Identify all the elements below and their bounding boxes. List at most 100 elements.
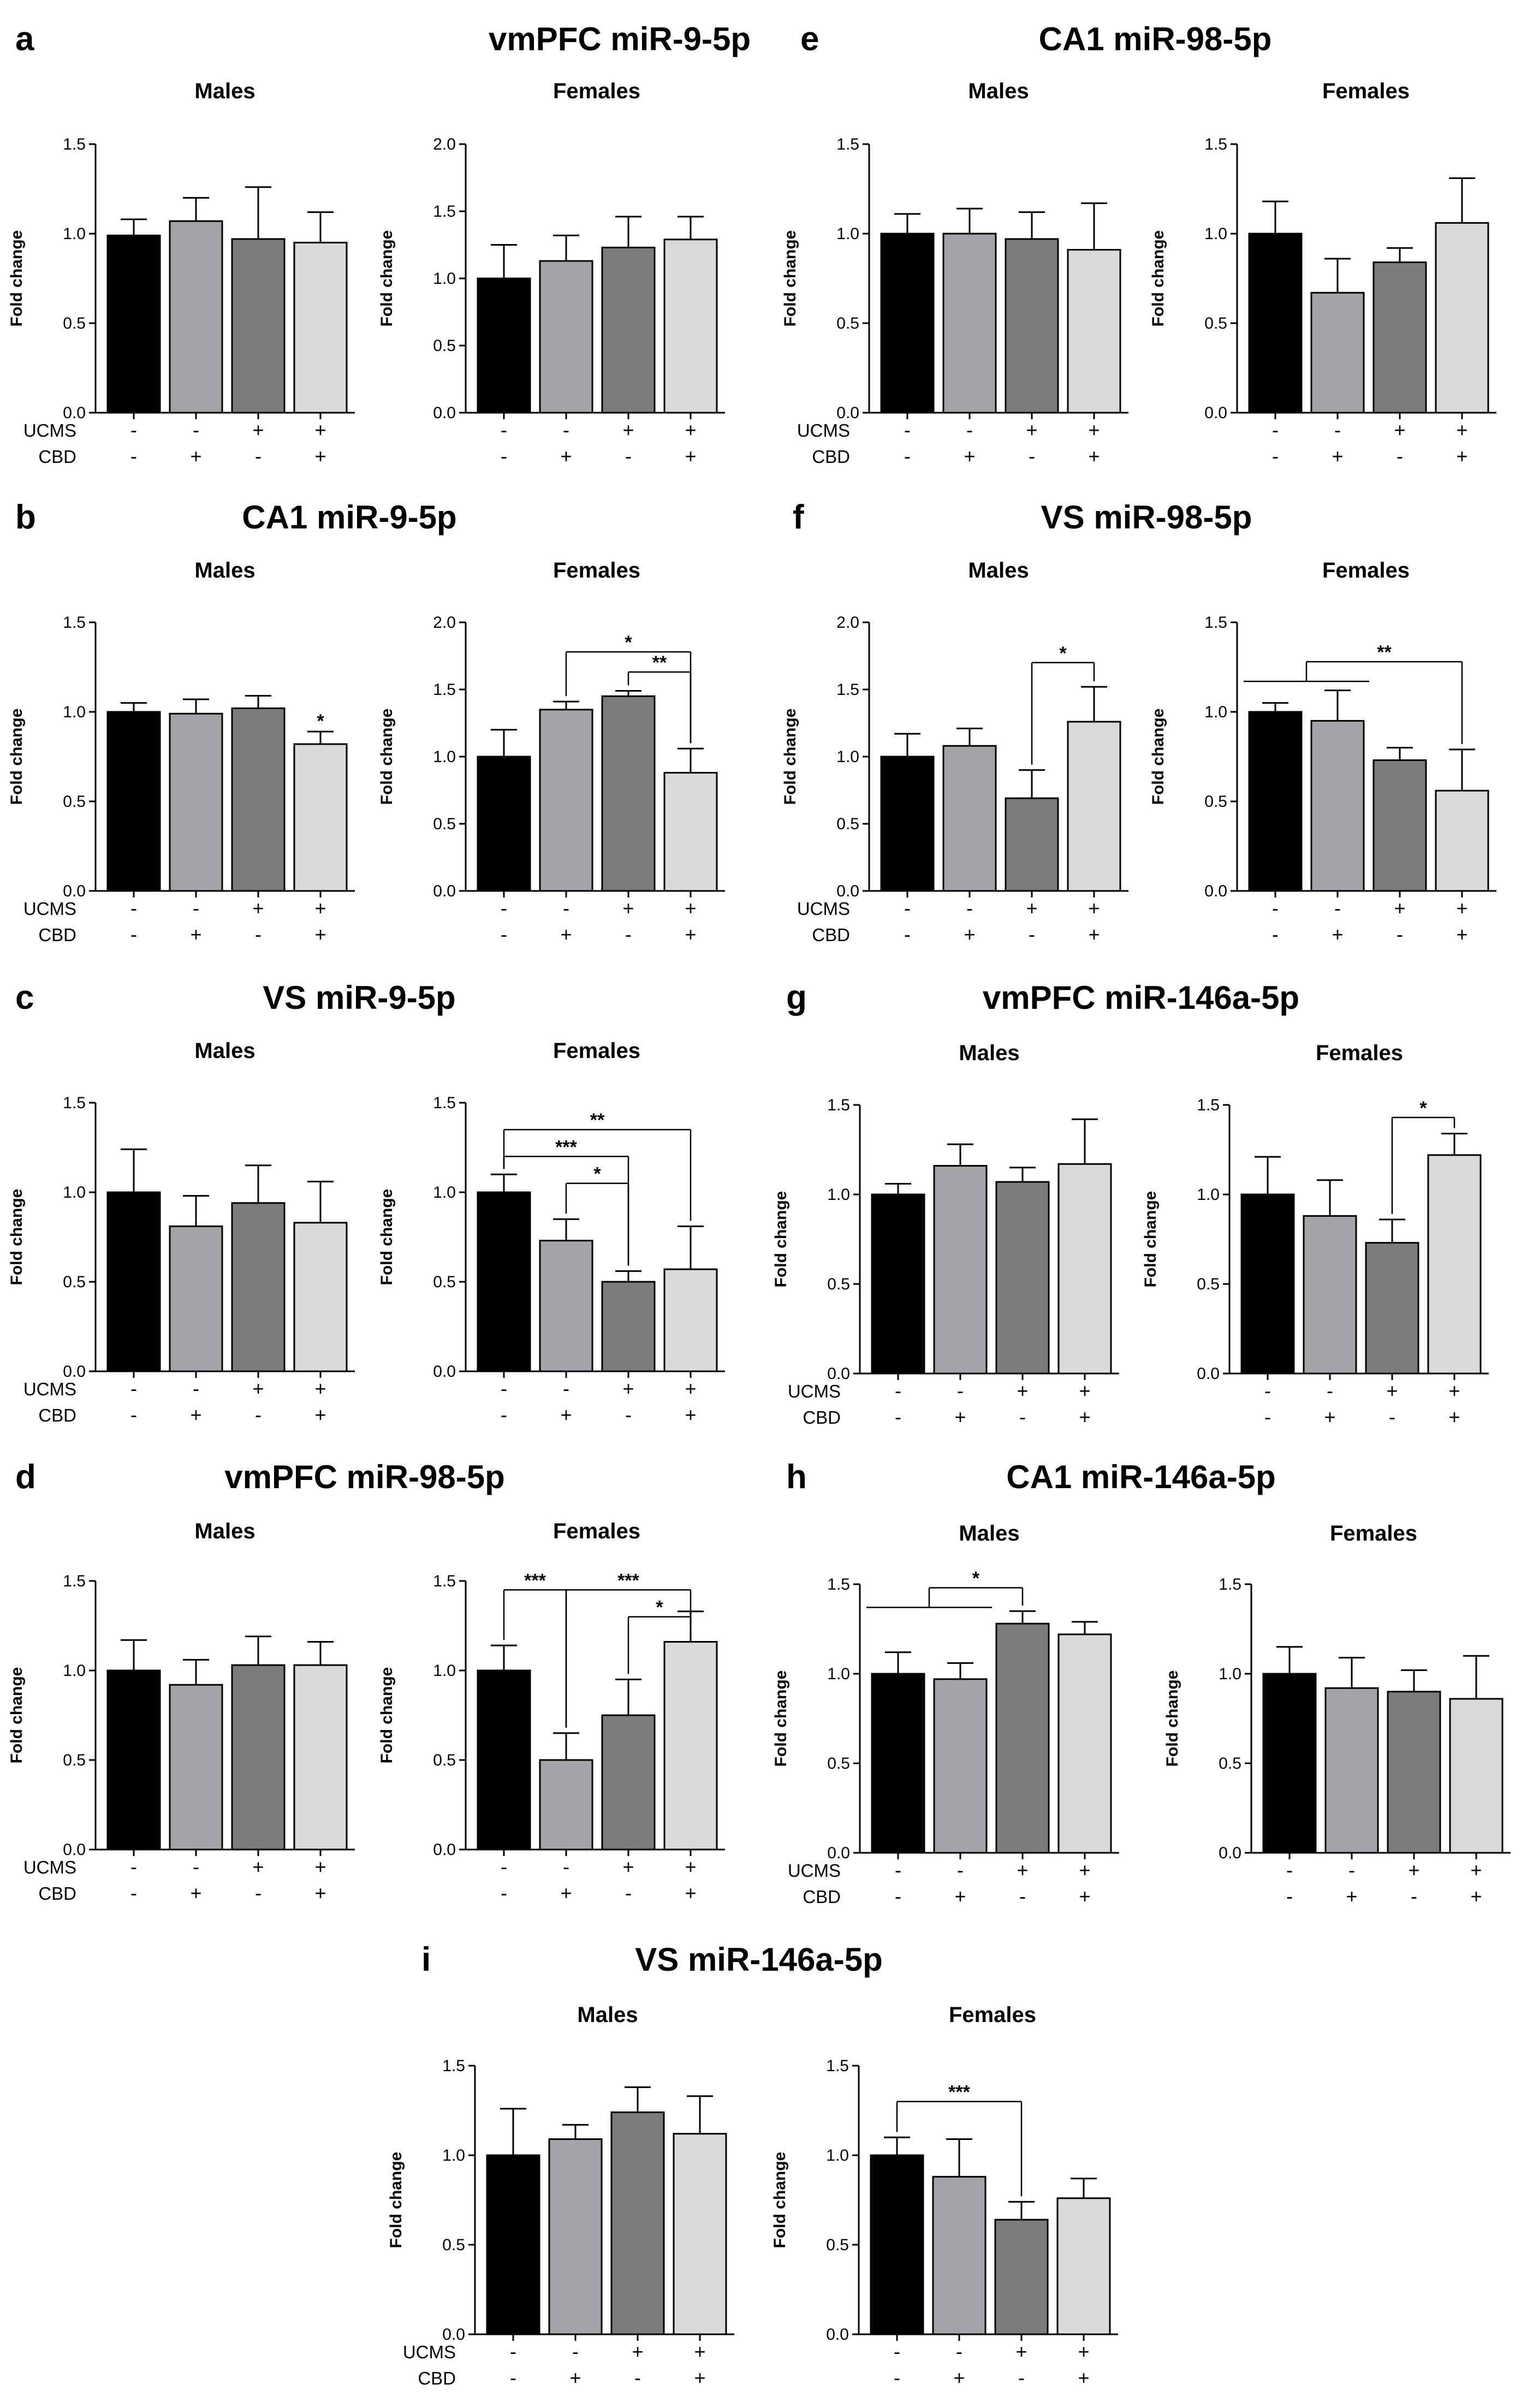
significance-star: *** <box>948 2082 970 2103</box>
chart-panel-c: c VS miR-9-5p Males 0.0 0.5 1.0 1.5 Fold change… <box>8 979 725 1426</box>
cbd-sign: - <box>255 923 262 946</box>
y-axis-label: Fold change <box>378 709 396 805</box>
row-label-cbd: CBD <box>38 447 76 467</box>
y-tick-label: 0.5 <box>1204 793 1227 811</box>
y-axis-label: Fold change <box>772 1670 790 1767</box>
significance-star: ** <box>652 652 667 673</box>
cbd-sign: - <box>1264 1406 1271 1428</box>
panel-title: VS miR-98-5p <box>1041 499 1252 536</box>
panel-letter: i <box>421 1941 431 1978</box>
row-label-cbd: CBD <box>812 925 850 945</box>
y-tick-label: 0.5 <box>63 1751 86 1769</box>
significance-star: *** <box>617 1570 639 1591</box>
subplot-females: Females 0.0 0.5 1.0 1.5 Fold change *** - - - + + - +… <box>771 2003 1118 2389</box>
subplot-females: Females 0.0 0.5 1.0 1.5 Fold change - - - + + - + + <box>1149 79 1496 467</box>
subplot-title: Males <box>194 558 255 582</box>
panel-letter: d <box>15 1458 36 1496</box>
ucms-sign: - <box>501 1377 507 1400</box>
y-axis-label: Fold change <box>378 1189 396 1286</box>
ucms-sign: - <box>1334 897 1341 919</box>
y-tick-label: 0.5 <box>63 314 86 332</box>
bar-1 <box>106 1669 161 1851</box>
panel-title: CA1 miR-9-5p <box>242 499 456 536</box>
ucms-sign: - <box>957 1380 964 1402</box>
cbd-sign: - <box>1029 445 1035 467</box>
y-tick-label: 1.0 <box>826 2147 849 2165</box>
bar-4 <box>663 1268 718 1372</box>
bar-1 <box>1240 1193 1295 1375</box>
ucms-sign: - <box>904 897 911 919</box>
cbd-sign: - <box>1411 1885 1417 1907</box>
ucms-sign: - <box>956 2340 962 2363</box>
bar-1 <box>870 2154 924 2335</box>
subplot-title: Females <box>949 2003 1036 2027</box>
bar-2 <box>539 1759 593 1851</box>
y-tick-label: 1.5 <box>1219 1575 1241 1594</box>
y-tick-label: 0.5 <box>826 2236 849 2254</box>
cbd-sign: + <box>569 2367 581 2389</box>
y-tick-label: 0.0 <box>442 2326 465 2344</box>
subplot-males: Males 0.0 0.5 1.0 1.5 Fold change UCMS CBD - - - + +… <box>8 79 355 467</box>
cbd-sign: - <box>895 1885 901 1907</box>
cbd-sign: + <box>954 1885 966 1907</box>
y-tick-label: 0.5 <box>1204 314 1227 332</box>
bar-1 <box>1248 233 1303 414</box>
cbd-sign: - <box>501 1404 507 1426</box>
bar-1 <box>1248 711 1303 892</box>
row-label-ucms: UCMS <box>23 1379 76 1399</box>
significance-star: * <box>656 1597 663 1618</box>
bar-4 <box>1057 1633 1112 1854</box>
ucms-sign: + <box>252 897 264 919</box>
ucms-sign: - <box>563 419 569 441</box>
cbd-sign: - <box>904 923 911 946</box>
bar-3 <box>231 238 286 414</box>
cbd-sign: + <box>314 923 326 946</box>
cbd-sign: + <box>1448 1406 1460 1428</box>
ucms-sign: - <box>130 1856 137 1878</box>
panel-title: VS miR-146a-5p <box>635 1941 883 1978</box>
y-tick-label: 0.5 <box>63 1273 86 1291</box>
ucms-sign: - <box>193 897 199 919</box>
bar-4 <box>293 241 348 414</box>
cbd-sign: + <box>1470 1885 1482 1907</box>
cbd-sign: + <box>685 445 696 467</box>
panel-title: vmPFC miR-9-5p <box>489 21 751 57</box>
y-tick-label: 2.0 <box>433 135 456 153</box>
y-tick-label: 1.5 <box>433 681 456 699</box>
cbd-sign: - <box>255 445 262 467</box>
cbd-sign: + <box>953 2367 965 2389</box>
ucms-sign: + <box>1456 419 1467 441</box>
panel-title: VS miR-9-5p <box>263 979 455 1016</box>
y-axis-label: Fold change <box>1163 1670 1181 1767</box>
cbd-sign: - <box>904 445 911 467</box>
cbd-sign: - <box>130 1882 137 1904</box>
y-tick-label: 1.0 <box>1219 1665 1241 1683</box>
bar-2 <box>1310 292 1365 414</box>
bar-1 <box>880 233 935 414</box>
ucms-sign: + <box>314 419 326 441</box>
ucms-sign: + <box>1088 897 1100 919</box>
cbd-sign: + <box>314 1882 326 1904</box>
ucms-sign: + <box>1015 2340 1027 2363</box>
ucms-sign: - <box>1348 1859 1355 1881</box>
y-axis-label: Fold change <box>772 1191 790 1288</box>
ucms-sign: + <box>1088 419 1100 441</box>
y-tick-label: 1.5 <box>836 681 859 699</box>
bar-3 <box>610 2111 665 2335</box>
cbd-sign: - <box>255 1882 262 1904</box>
y-tick-label: 1.0 <box>63 225 86 243</box>
y-tick-label: 0.0 <box>1219 1844 1241 1862</box>
subplot-title: Males <box>194 79 255 103</box>
ucms-sign: - <box>193 1856 199 1878</box>
bar-3 <box>231 1202 286 1372</box>
bar-4 <box>1067 721 1121 892</box>
ucms-sign: + <box>1078 2340 1089 2363</box>
subplot-males: Males 0.0 0.5 1.0 1.5 Fold change UCMS CBD - - - + +… <box>8 1519 355 1904</box>
ucms-sign: + <box>685 1377 696 1400</box>
cbd-sign: - <box>625 1404 632 1426</box>
y-tick-label: 0.0 <box>433 1841 456 1859</box>
ucms-sign: - <box>1264 1380 1271 1402</box>
ucms-sign: + <box>622 1856 634 1878</box>
bar-2 <box>539 260 593 414</box>
